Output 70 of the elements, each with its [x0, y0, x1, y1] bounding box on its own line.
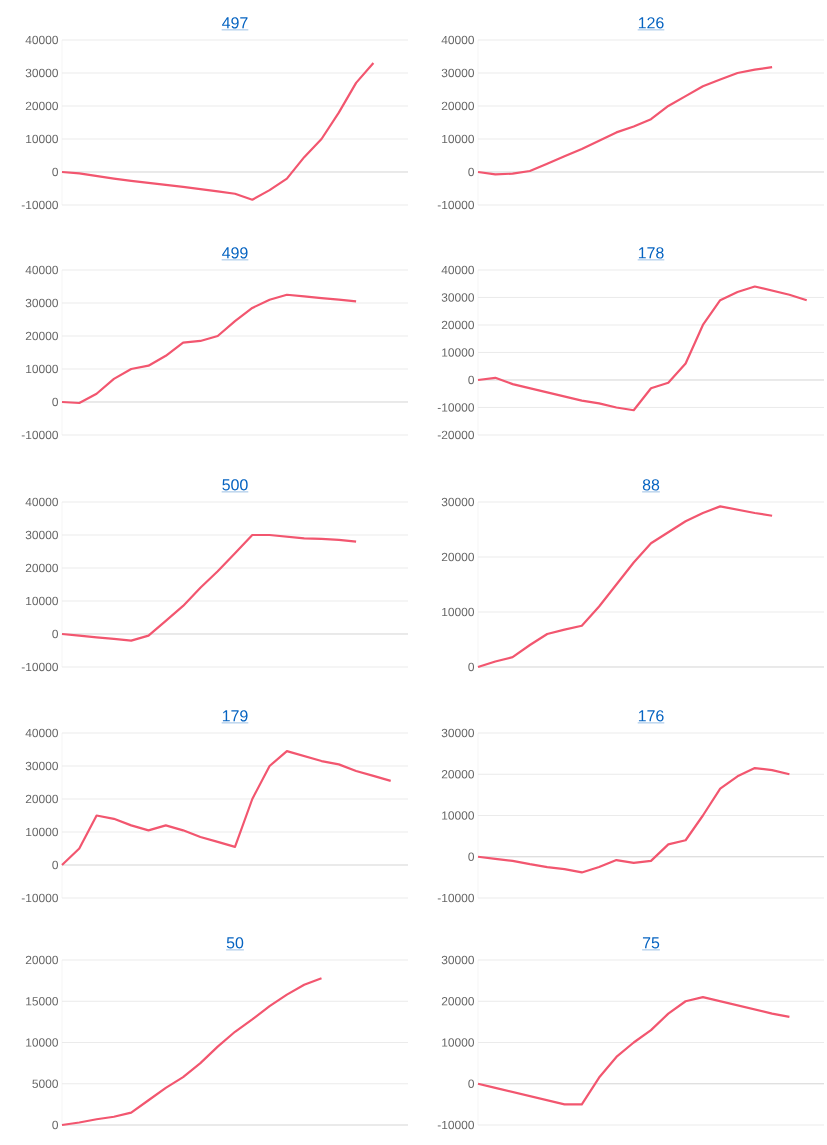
- y-tick-label: 40000: [25, 497, 59, 507]
- y-tick-label: 10000: [442, 134, 475, 144]
- y-tick-label: 40000: [25, 35, 59, 45]
- y-tick-label: 10000: [26, 596, 59, 606]
- y-tick-label: 0: [468, 1079, 475, 1088]
- chart-title: 75: [642, 937, 660, 949]
- y-tick-label: 40000: [441, 35, 475, 45]
- y-tick-label: 20000: [25, 331, 59, 341]
- y-tick-label: 10000: [442, 607, 475, 617]
- y-tick-label: 30000: [25, 530, 59, 540]
- y-tick-label: -10000: [21, 200, 59, 210]
- line-series: [60, 293, 358, 405]
- y-tick-label: 0: [52, 1120, 59, 1130]
- y-tick-label: 0: [468, 852, 475, 861]
- y-tick-label: 10000: [26, 1038, 59, 1047]
- y-tick-label: -10000: [437, 403, 475, 412]
- chart-title: 179: [222, 710, 248, 722]
- y-tick-label: -10000: [21, 430, 59, 440]
- y-tick-label: 0: [52, 167, 59, 177]
- y-tick-label: 40000: [25, 265, 59, 275]
- y-tick-label: 20000: [441, 552, 475, 562]
- y-tick-label: 10000: [442, 1038, 475, 1047]
- chart-title: 500: [222, 479, 248, 491]
- y-tick-label: 10000: [26, 364, 59, 374]
- y-tick-label: 30000: [441, 497, 475, 507]
- chart-title: 178: [638, 247, 664, 259]
- y-tick-label: 0: [468, 167, 475, 177]
- y-tick-label: 20000: [441, 320, 475, 330]
- y-tick-label: 15000: [26, 997, 59, 1006]
- y-tick-label: 0: [52, 629, 59, 639]
- y-tick-label: 20000: [441, 997, 475, 1006]
- y-tick-label: 20000: [25, 955, 59, 965]
- y-tick-label: 20000: [441, 770, 475, 779]
- y-tick-label: -10000: [437, 1120, 475, 1130]
- y-tick-label: 30000: [441, 68, 475, 78]
- chart-title: 50: [226, 937, 244, 949]
- y-tick-label: 20000: [25, 101, 59, 111]
- chart-title: 499: [222, 247, 248, 259]
- y-tick-label: 10000: [26, 134, 59, 144]
- y-tick-label: 20000: [25, 563, 59, 573]
- y-tick-label: -10000: [21, 893, 59, 903]
- y-tick-label: 20000: [25, 794, 59, 804]
- chart-title: 88: [642, 479, 660, 491]
- y-tick-label: 0: [52, 860, 59, 870]
- y-tick-label: 10000: [442, 348, 475, 357]
- y-tick-label: 0: [468, 375, 475, 385]
- y-tick-label: 30000: [25, 761, 59, 771]
- y-tick-label: -20000: [437, 430, 475, 440]
- line-series: [60, 977, 323, 1127]
- y-tick-label: -10000: [21, 662, 59, 672]
- y-tick-label: 20000: [441, 101, 475, 111]
- y-tick-label: 0: [52, 397, 59, 407]
- y-tick-label: 30000: [441, 728, 475, 738]
- y-tick-label: 40000: [25, 728, 59, 738]
- y-tick-label: 10000: [442, 811, 475, 820]
- line-series: [476, 65, 774, 176]
- y-tick-label: 40000: [441, 265, 475, 275]
- y-tick-label: 30000: [25, 68, 59, 78]
- y-tick-label: 30000: [441, 955, 475, 965]
- y-tick-label: 30000: [441, 293, 475, 302]
- y-tick-label: 30000: [25, 298, 59, 308]
- chart-title: 497: [222, 17, 248, 29]
- y-tick-label: 5000: [32, 1079, 59, 1088]
- y-tick-label: -10000: [437, 893, 475, 903]
- y-tick-label: -10000: [437, 200, 475, 210]
- y-tick-label: 10000: [26, 827, 59, 837]
- chart-title: 126: [638, 17, 664, 29]
- line-series: [476, 766, 791, 874]
- y-tick-label: 0: [468, 662, 475, 672]
- chart-title: 176: [638, 710, 664, 722]
